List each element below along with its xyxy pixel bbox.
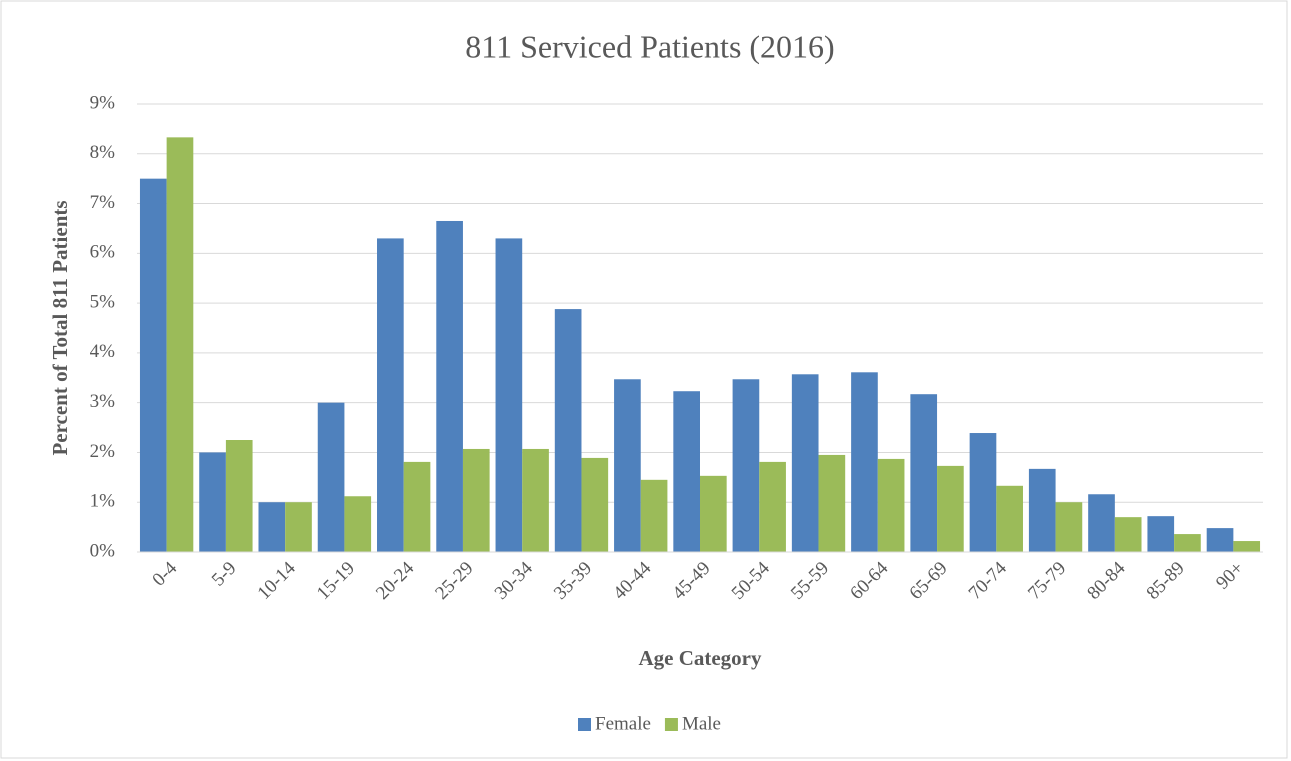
bar: [640, 479, 668, 552]
bar: [462, 448, 490, 552]
bar: [139, 178, 167, 552]
bar: [910, 394, 938, 552]
bar: [258, 502, 286, 552]
bar: [791, 374, 819, 552]
y-tick-label: 0%: [90, 540, 116, 561]
bar: [851, 372, 878, 552]
bar: [969, 433, 997, 552]
y-tick-label: 5%: [90, 291, 116, 312]
bar: [1055, 502, 1083, 552]
bar: [937, 465, 964, 552]
bar: [614, 379, 641, 552]
bar: [199, 452, 226, 552]
bar: [996, 485, 1023, 552]
legend-swatch: [664, 718, 678, 731]
bar: [1028, 468, 1056, 552]
y-tick-label: 3%: [90, 391, 116, 412]
y-tick-label: 6%: [90, 242, 116, 263]
chart-title: 811 Serviced Patients (2016): [465, 28, 834, 64]
bar: [1174, 534, 1201, 552]
x-axis-title: Age Category: [638, 646, 762, 670]
bar: [581, 457, 609, 552]
y-tick-label: 4%: [90, 341, 116, 362]
bar: [818, 454, 846, 552]
bar: [673, 391, 700, 552]
y-tick-label: 9%: [90, 92, 116, 113]
bar: [1233, 541, 1261, 552]
bar: [1088, 494, 1115, 552]
bar: [495, 238, 523, 552]
bar: [225, 440, 253, 552]
bar: [285, 502, 312, 552]
y-tick-label: 7%: [90, 192, 116, 213]
bar: [759, 461, 786, 552]
bar: [1147, 516, 1175, 552]
y-tick-label: 1%: [90, 491, 116, 512]
bar: [166, 137, 194, 552]
bar: [732, 379, 760, 552]
bar: [436, 220, 463, 552]
bar: [317, 402, 345, 552]
bar: [700, 475, 727, 552]
y-axis-title: Percent of Total 811 Patients: [48, 200, 72, 455]
bar: [344, 496, 372, 552]
bar: [554, 309, 582, 552]
bar: [1114, 517, 1142, 552]
bar: [403, 461, 431, 552]
legend-swatch: [578, 718, 591, 731]
bar: [877, 458, 905, 552]
bar: [1206, 528, 1234, 552]
bar: [377, 238, 404, 552]
legend-label: Female: [595, 713, 651, 734]
legend-label: Male: [682, 713, 721, 734]
y-tick-label: 2%: [90, 441, 116, 462]
bar: [522, 448, 549, 552]
y-tick-label: 8%: [90, 142, 116, 163]
